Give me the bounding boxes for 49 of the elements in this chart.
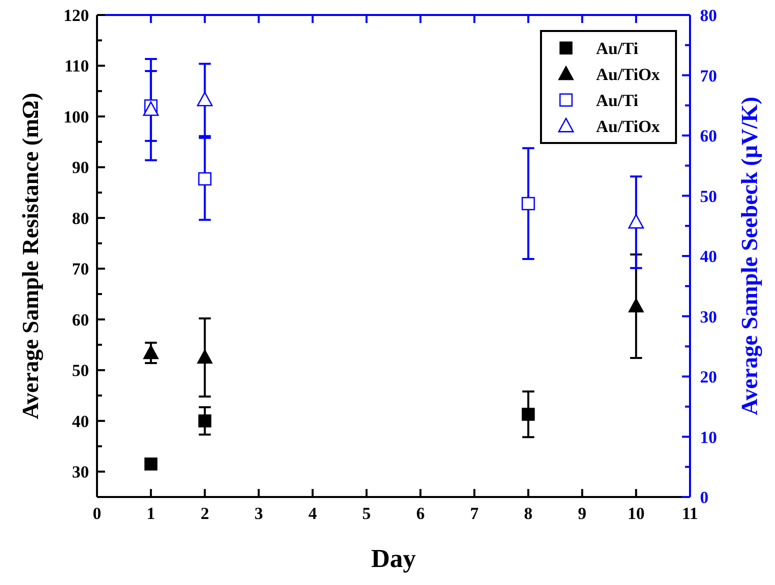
point xyxy=(143,344,159,360)
y2-tick-label: 0 xyxy=(700,488,708,507)
y-tick-label: 70 xyxy=(72,260,89,279)
point xyxy=(196,92,213,106)
point xyxy=(144,458,158,471)
y-tick-label: 100 xyxy=(64,107,89,126)
y-tick-label: 90 xyxy=(72,158,89,178)
legend-label: Au/Ti xyxy=(596,91,638,110)
y-axis-title: Average Sample Resistance (mΩ) xyxy=(18,92,44,420)
x-tick-label: 11 xyxy=(682,504,698,523)
y-tick-label: 80 xyxy=(72,208,89,228)
x-tick-label: 5 xyxy=(362,504,371,523)
x-axis-title: Day xyxy=(371,544,416,573)
point xyxy=(198,172,212,186)
point xyxy=(198,414,212,428)
x-tick-label: 9 xyxy=(578,504,586,523)
y2-tick-label: 30 xyxy=(700,307,717,326)
y2-tick-label: 60 xyxy=(700,126,717,146)
x-tick-label: 2 xyxy=(200,504,210,523)
x-tick-label: 4 xyxy=(308,504,318,523)
y2-tick-label: 70 xyxy=(700,66,717,86)
x-tick-label: 10 xyxy=(628,504,645,523)
legend-label: Au/Ti xyxy=(596,39,638,58)
point xyxy=(143,101,159,116)
x-tick-label: 0 xyxy=(92,504,102,523)
point xyxy=(628,298,644,312)
x-tick-label: 6 xyxy=(416,504,425,523)
x-tick-label: 8 xyxy=(524,504,533,523)
point xyxy=(197,349,213,364)
point xyxy=(522,408,535,421)
y2-tick-label: 40 xyxy=(700,247,717,266)
y-tick-label: 50 xyxy=(72,361,89,380)
x-tick-label: 7 xyxy=(470,504,480,523)
legend-label: Au/TiOx xyxy=(596,65,660,84)
point xyxy=(628,214,644,229)
y-tick-label: 40 xyxy=(72,412,89,431)
y-tick-label: 60 xyxy=(72,310,89,330)
legend-label: Au/TiOx xyxy=(596,117,660,136)
point xyxy=(522,196,535,210)
x-tick-label: 1 xyxy=(146,504,156,523)
y2-axis-title: Average Sample Seebeck (μV/K) xyxy=(737,96,763,416)
y-tick-label: 30 xyxy=(72,462,89,482)
x-tick-label: 3 xyxy=(254,504,263,523)
y2-tick-label: 10 xyxy=(700,428,717,447)
y-tick-label: 120 xyxy=(64,6,89,25)
y2-tick-label: 50 xyxy=(700,186,717,206)
y2-tick-label: 20 xyxy=(700,368,717,386)
y2-tick-label: 80 xyxy=(700,6,717,25)
y-tick-label: 110 xyxy=(64,56,89,76)
